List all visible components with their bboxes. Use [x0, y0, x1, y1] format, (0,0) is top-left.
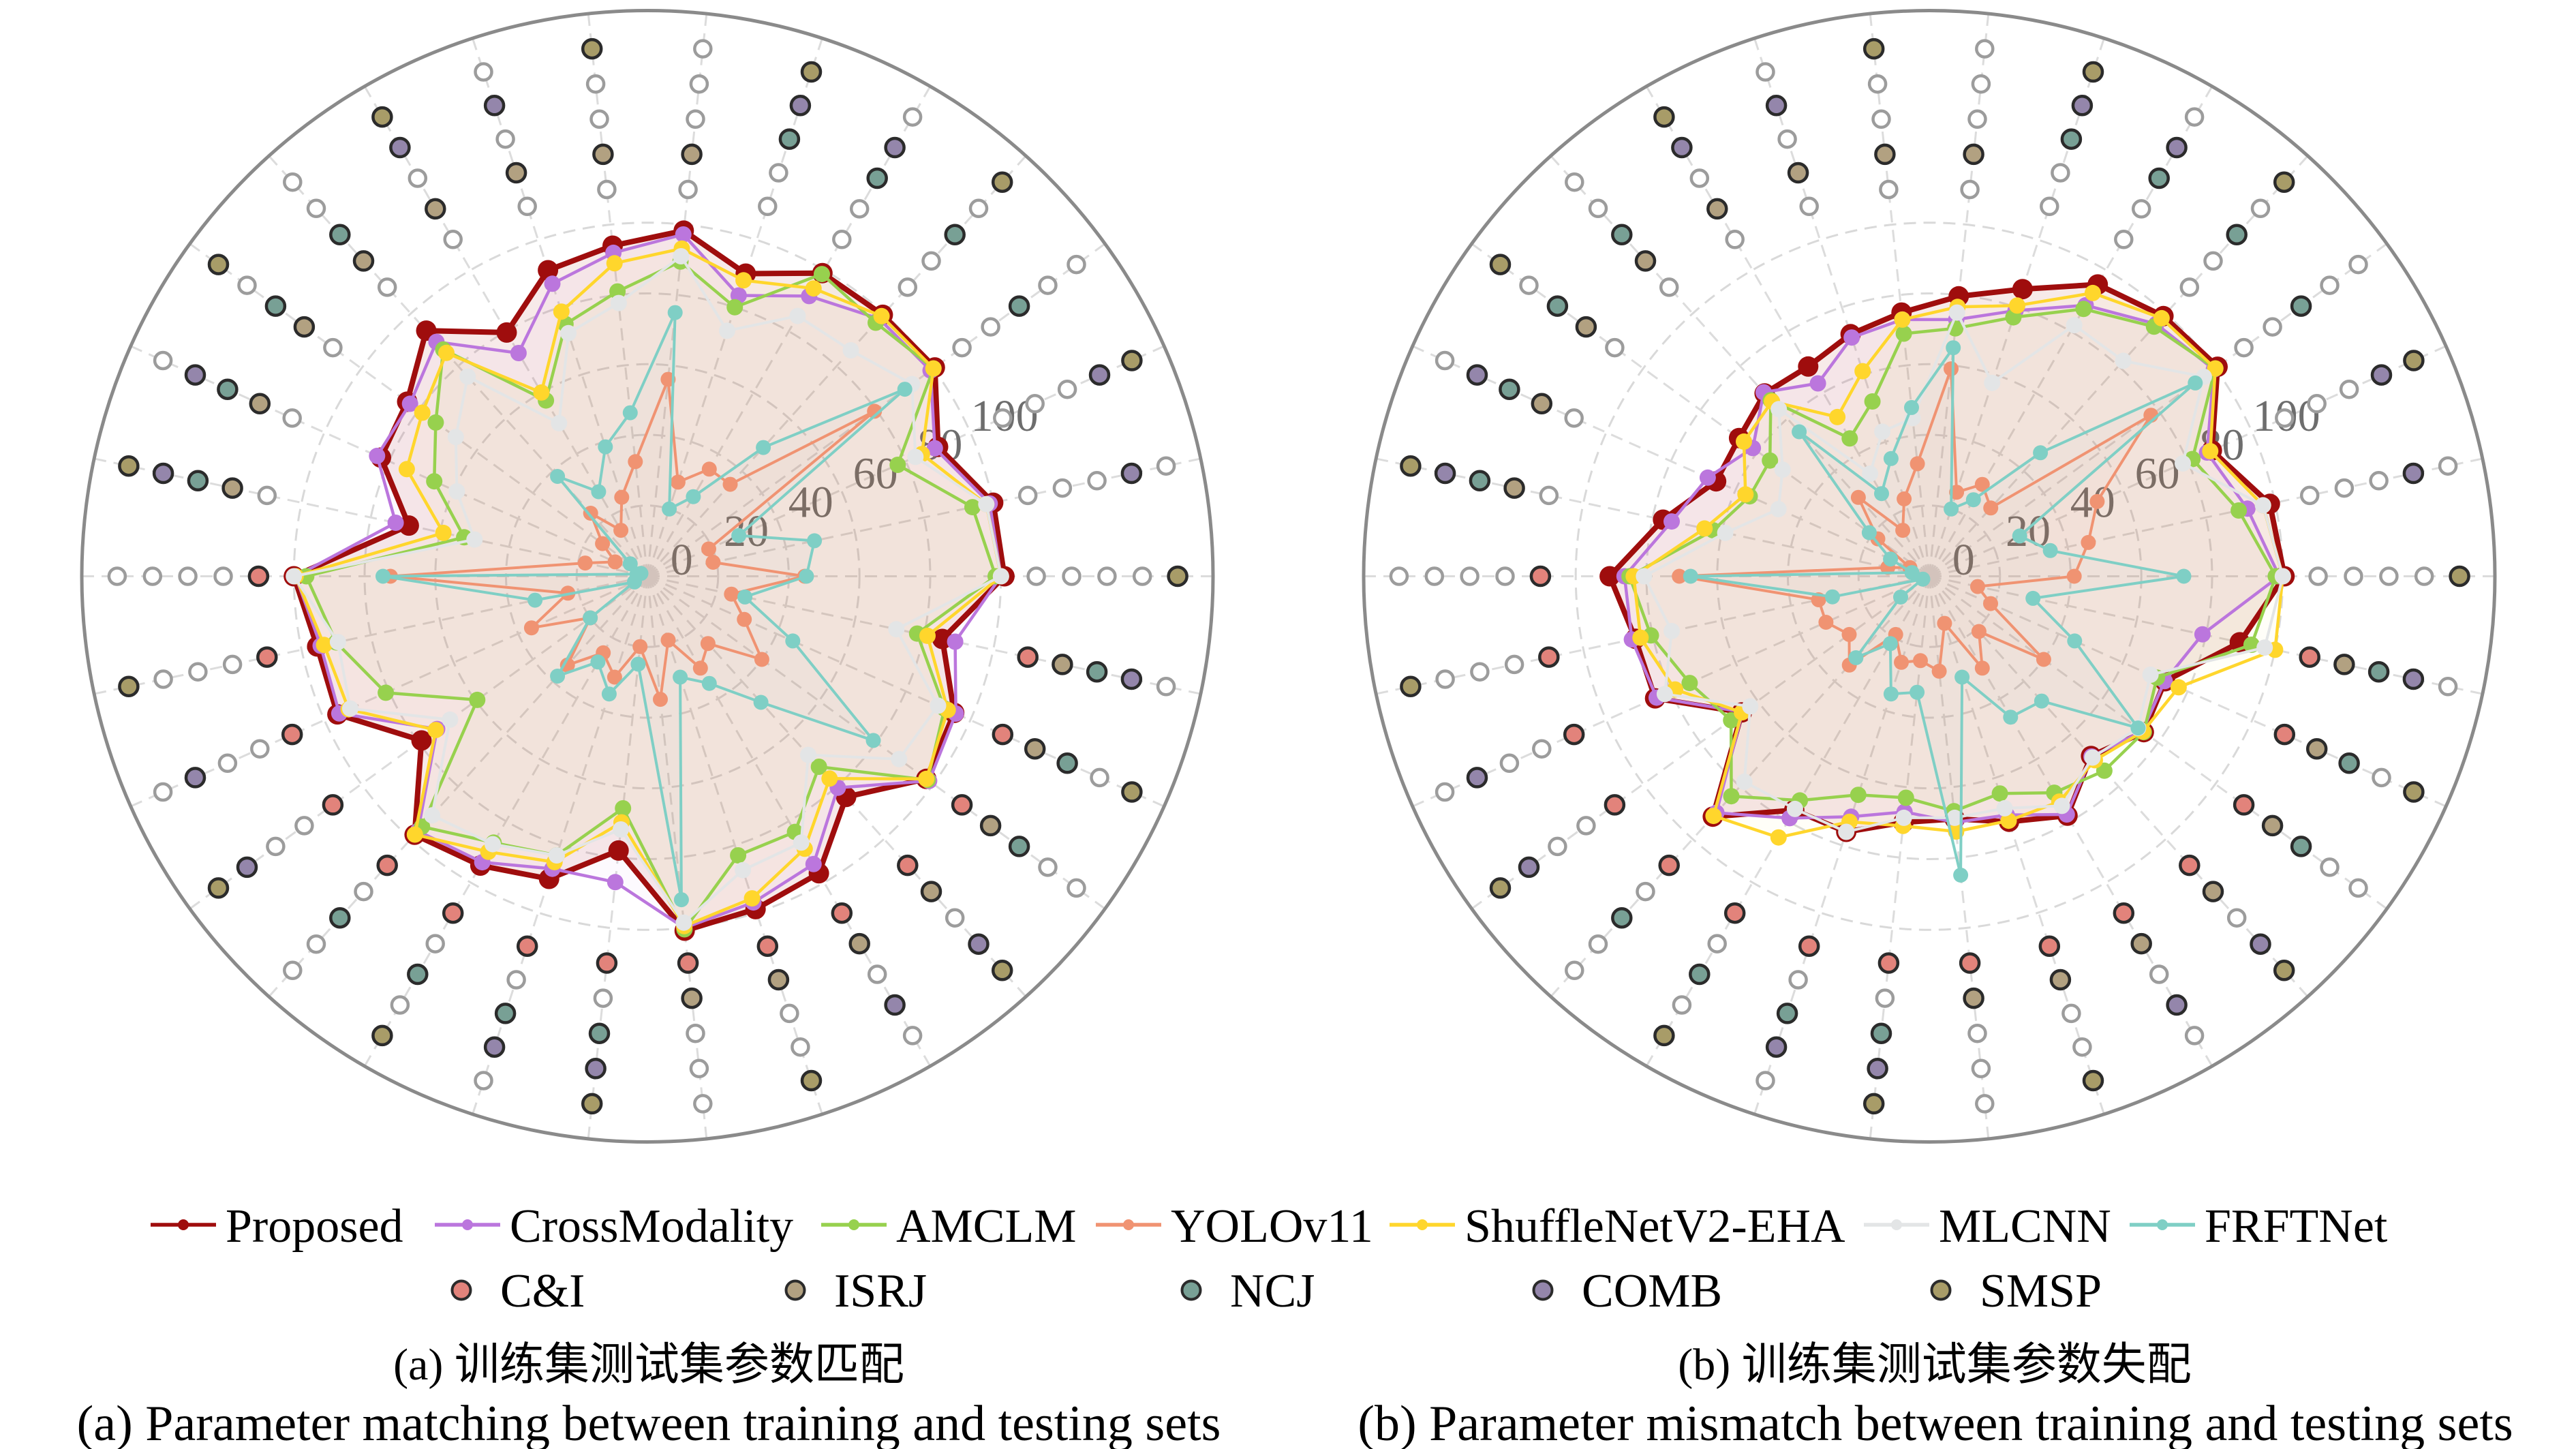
- svg-text:CrossModality: CrossModality: [510, 1200, 793, 1253]
- svg-text:(a) 训练集测试集参数匹配: (a) 训练集测试集参数匹配: [393, 1340, 904, 1390]
- svg-text:ShuffleNetV2-EHA: ShuffleNetV2-EHA: [1465, 1200, 1845, 1253]
- svg-text:60: 60: [2135, 449, 2180, 499]
- svg-text:Proposed: Proposed: [226, 1200, 403, 1253]
- svg-text:FRFTNet: FRFTNet: [2205, 1200, 2388, 1253]
- svg-text:ISRJ: ISRJ: [834, 1265, 927, 1317]
- svg-text:(a) Parameter matching between: (a) Parameter matching between training …: [77, 1396, 1221, 1449]
- svg-text:MLCNN: MLCNN: [1939, 1200, 2111, 1253]
- svg-text:COMB: COMB: [1582, 1265, 1722, 1317]
- svg-text:YOLOv11: YOLOv11: [1171, 1200, 1373, 1253]
- svg-text:NCJ: NCJ: [1230, 1265, 1315, 1317]
- svg-text:AMCLM: AMCLM: [896, 1200, 1076, 1253]
- svg-text:0: 0: [671, 535, 693, 585]
- svg-text:C&I: C&I: [500, 1265, 585, 1317]
- svg-text:0: 0: [1952, 535, 1975, 585]
- svg-text:60: 60: [853, 449, 898, 499]
- svg-text:(b) Parameter mismatch between: (b) Parameter mismatch between training …: [1358, 1396, 2513, 1449]
- svg-text:SMSP: SMSP: [1980, 1265, 2102, 1317]
- svg-text:(b) 训练集测试集参数失配: (b) 训练集测试集参数失配: [1678, 1340, 2191, 1390]
